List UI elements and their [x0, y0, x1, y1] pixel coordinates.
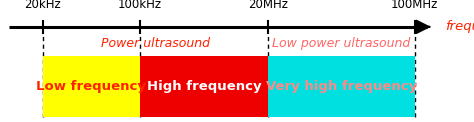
Text: 100kHz: 100kHz [118, 0, 162, 11]
Bar [43, 56, 140, 117]
Text: 20kHz: 20kHz [24, 0, 61, 11]
Text: 100MHz: 100MHz [391, 0, 438, 11]
Text: 20MHz: 20MHz [248, 0, 288, 11]
Text: Very high frequency: Very high frequency [265, 80, 417, 93]
Text: frequency: frequency [446, 20, 474, 33]
Text: Low frequency: Low frequency [36, 80, 146, 93]
Text: Low power ultrasound: Low power ultrasound [272, 37, 410, 50]
Bar [140, 56, 268, 117]
Text: High frequency: High frequency [146, 80, 261, 93]
Bar [268, 56, 415, 117]
Text: Power ultrasound: Power ultrasound [101, 37, 210, 50]
